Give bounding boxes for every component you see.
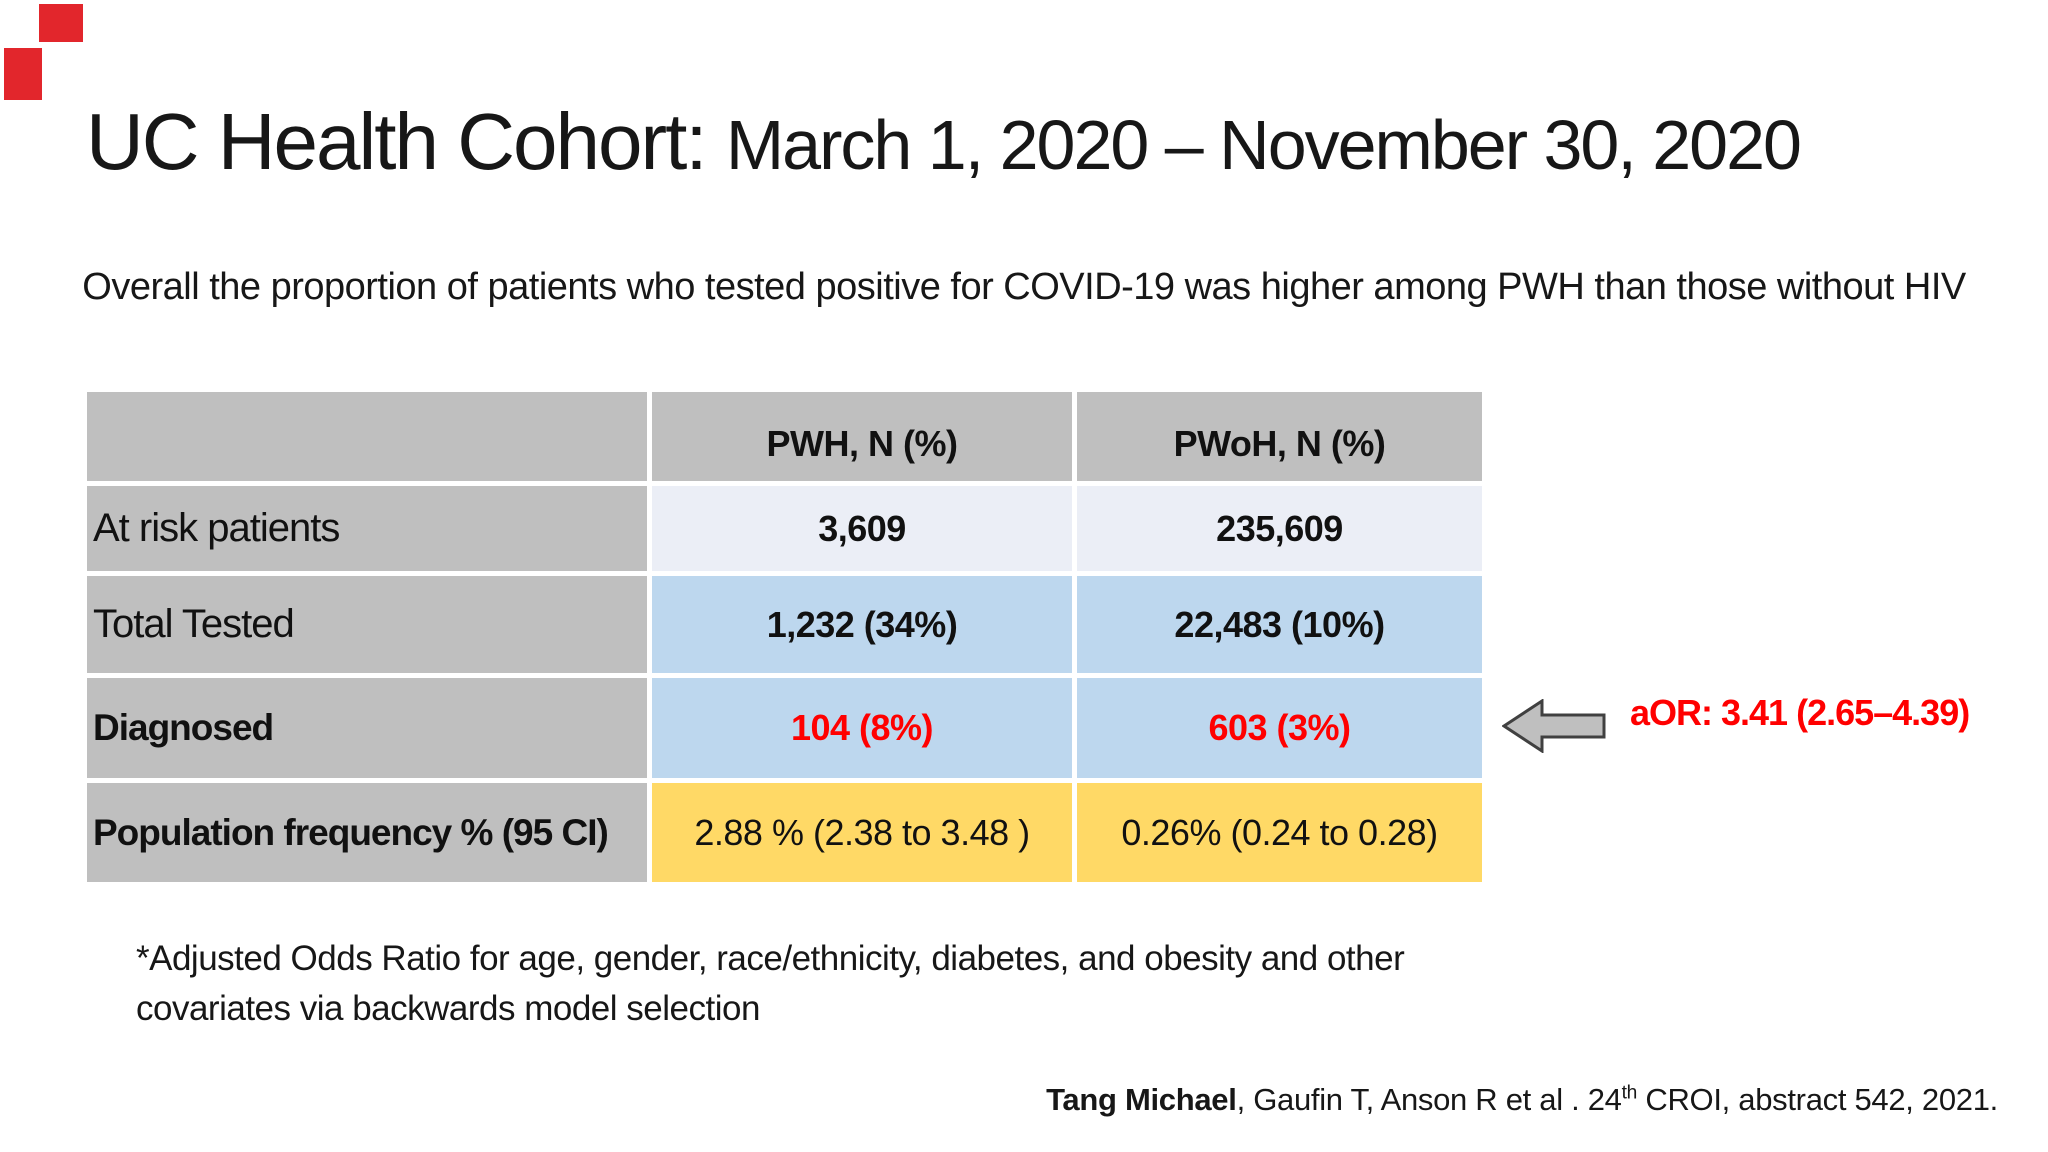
footnote-line-2: covariates via backwards model selection xyxy=(136,988,760,1028)
row-label-population-frequency: Population frequency % (95 CI) xyxy=(82,778,652,887)
pwh-value-diagnosed: 104 (8%) xyxy=(647,673,1077,783)
red-accent-square-top xyxy=(39,4,83,42)
pwoh-value-at-risk: 235,609 xyxy=(1072,481,1487,576)
table-header-row: PWH, N (%) PWoH, N (%) xyxy=(82,387,1487,486)
col-header-empty xyxy=(82,387,652,486)
row-label-at-risk: At risk patients xyxy=(82,481,652,576)
cohort-table: PWH, N (%) PWoH, N (%) At risk patients … xyxy=(82,387,1487,887)
row-label-total-tested: Total Tested xyxy=(82,571,652,678)
table-row-at-risk: At risk patients 3,609 235,609 xyxy=(82,481,1487,576)
table-row-diagnosed: Diagnosed 104 (8%) 603 (3%) xyxy=(82,673,1487,783)
footnote-line-1: *Adjusted Odds Ratio for age, gender, ra… xyxy=(136,939,1405,978)
page-title: UC Health Cohort: March 1, 2020 – Novemb… xyxy=(86,96,1802,188)
red-accent-square-left xyxy=(4,48,42,100)
pwoh-value-population-frequency: 0.26% (0.24 to 0.28) xyxy=(1072,778,1487,887)
pwoh-value-diagnosed: 603 (3%) xyxy=(1072,673,1487,783)
subtitle-text: Overall the proportion of patients who t… xyxy=(82,266,1966,308)
col-header-pwh: PWH, N (%) xyxy=(647,387,1077,486)
footnote: *Adjusted Odds Ratio for age, gender, ra… xyxy=(136,934,1405,1033)
col-header-pwoh: PWoH, N (%) xyxy=(1072,387,1487,486)
table-row-total-tested: Total Tested 1,232 (34%) 22,483 (10%) xyxy=(82,571,1487,678)
title-main-text: UC Health Cohort: xyxy=(86,97,726,186)
pwh-value-total-tested: 1,232 (34%) xyxy=(647,571,1077,678)
citation-middle: , Gaufin T, Anson R et al . 24 xyxy=(1236,1082,1622,1117)
pwoh-value-total-tested: 22,483 (10%) xyxy=(1072,571,1487,678)
citation-ordinal-suffix: th xyxy=(1621,1082,1638,1104)
citation-authors-bold: Tang Michael xyxy=(1046,1082,1237,1117)
aor-annotation-label: aOR: 3.41 (2.65–4.39) xyxy=(1630,692,1970,733)
table-row-population-frequency: Population frequency % (95 CI) 2.88 % (2… xyxy=(82,778,1487,887)
left-arrow-icon xyxy=(1502,699,1606,753)
pwh-value-population-frequency: 2.88 % (2.38 to 3.48 ) xyxy=(647,778,1077,887)
citation-tail: CROI, abstract 542, 2021. xyxy=(1637,1082,1998,1117)
row-label-diagnosed: Diagnosed xyxy=(82,673,652,783)
pwh-value-at-risk: 3,609 xyxy=(647,481,1077,576)
citation: Tang Michael, Gaufin T, Anson R et al . … xyxy=(1046,1082,1998,1118)
title-date-range: March 1, 2020 – November 30, 2020 xyxy=(725,106,1802,184)
